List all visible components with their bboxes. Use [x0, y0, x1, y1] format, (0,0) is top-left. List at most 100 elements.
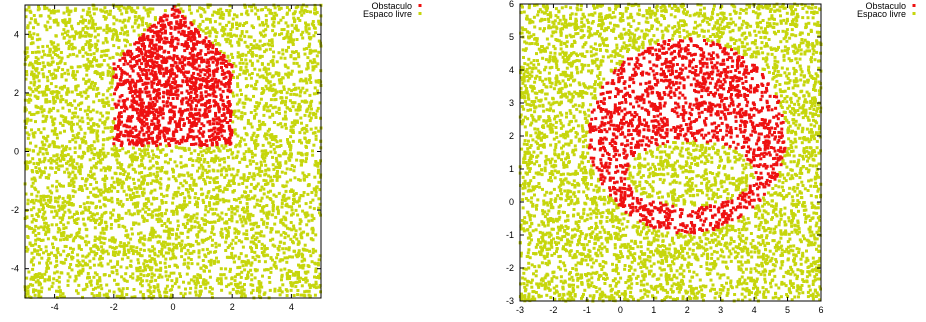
data-point-obstacle [113, 92, 116, 96]
data-point-free [47, 159, 51, 163]
data-point-free [49, 261, 53, 265]
data-point-free [32, 256, 36, 260]
data-point-obstacle [180, 102, 184, 106]
data-point-free [278, 293, 282, 297]
data-point-free [52, 11, 56, 15]
data-point-free [259, 283, 263, 287]
data-point-free [141, 193, 145, 197]
data-point-free [305, 214, 309, 218]
data-point-free [227, 283, 231, 287]
data-point-free [108, 56, 112, 60]
data-point-free [139, 231, 143, 235]
data-point-free [117, 217, 121, 221]
data-point-free [246, 121, 250, 125]
data-point-free [249, 263, 253, 267]
data-point-obstacle [190, 81, 194, 84]
data-point-free [41, 152, 45, 156]
data-point-free [281, 76, 285, 80]
data-point-free [42, 198, 46, 202]
data-point-obstacle [203, 110, 207, 114]
data-point-obstacle [149, 53, 153, 57]
data-point-obstacle [220, 57, 224, 61]
data-point-free [240, 260, 244, 264]
data-point-free [307, 114, 311, 118]
data-point-free [288, 8, 291, 12]
data-point-free [305, 81, 309, 85]
data-point-free [99, 161, 103, 165]
data-point-free [305, 211, 309, 215]
data-point-free [174, 264, 178, 268]
data-point-obstacle [150, 41, 154, 45]
data-point-free [148, 10, 152, 14]
data-point-obstacle [194, 142, 198, 146]
data-point-free [295, 61, 299, 65]
data-point-free [25, 276, 29, 280]
data-point-free [91, 80, 94, 84]
data-point-free [291, 41, 295, 45]
data-point-free [60, 271, 64, 275]
data-point-free [102, 196, 106, 200]
data-point-free [112, 148, 116, 152]
data-point-free [71, 122, 75, 126]
data-point-free [248, 171, 252, 175]
data-point-free [182, 262, 186, 266]
data-point-obstacle [229, 112, 232, 116]
data-point-free [297, 271, 300, 274]
data-point-free [139, 272, 143, 276]
data-point-free [80, 94, 84, 98]
data-point-free [103, 6, 107, 10]
data-point-free [250, 52, 254, 56]
data-point-free [313, 60, 317, 64]
data-point-free [260, 169, 264, 173]
data-point-obstacle [181, 29, 185, 33]
data-point-free [317, 180, 321, 184]
data-point-obstacle [192, 44, 196, 48]
data-point-obstacle [150, 69, 154, 73]
data-point-obstacle [114, 124, 117, 128]
data-point-free [96, 39, 100, 43]
data-point-free [138, 152, 142, 156]
data-point-free [158, 293, 162, 297]
data-point-free [223, 27, 227, 31]
data-point-free [67, 208, 71, 212]
data-point-free [100, 49, 104, 53]
data-point-free [58, 206, 62, 210]
data-point-free [41, 61, 45, 65]
data-point-free [52, 141, 56, 144]
data-point-free [179, 291, 183, 295]
data-point-free [290, 69, 294, 73]
data-point-free [254, 146, 258, 150]
data-point-free [105, 24, 109, 28]
data-point-obstacle [154, 43, 158, 47]
data-point-free [95, 72, 99, 76]
data-point-free [101, 71, 105, 75]
data-point-obstacle [156, 83, 159, 86]
data-point-free [215, 278, 219, 282]
data-point-free [143, 148, 147, 152]
data-point-free [284, 126, 288, 130]
data-point-free [197, 251, 201, 255]
data-point-free [85, 68, 89, 72]
data-point-free [78, 65, 82, 69]
data-point-free [206, 237, 210, 241]
data-point-free [245, 62, 249, 66]
data-point-obstacle [180, 91, 184, 95]
data-point-free [189, 11, 193, 15]
data-point-free [146, 11, 150, 15]
data-point-free [222, 166, 226, 170]
data-point-free [305, 47, 309, 50]
data-point-obstacle [202, 59, 206, 63]
data-point-free [59, 238, 62, 242]
data-point-free [40, 140, 44, 144]
data-point-free [272, 147, 276, 151]
data-point-free [32, 201, 36, 205]
data-point-free [184, 252, 188, 256]
data-point-free [46, 61, 50, 65]
data-point-free [272, 93, 276, 97]
data-point-free [39, 107, 43, 111]
data-point-free [74, 176, 78, 180]
data-point-free [77, 273, 81, 277]
data-point-obstacle [193, 66, 197, 70]
data-point-free [249, 122, 253, 126]
